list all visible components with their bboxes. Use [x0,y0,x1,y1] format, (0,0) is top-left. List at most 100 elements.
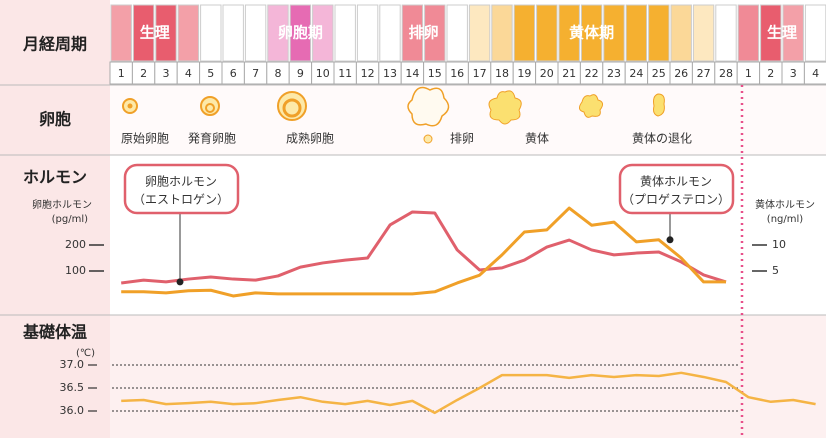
phase-label: 排卵 [409,24,439,42]
phase-label: 生理 [767,24,797,42]
callout-dot [176,278,184,286]
phase-cell [715,4,737,62]
phase-cell [536,4,558,62]
day-label: 14 [405,67,419,80]
legend-label: 黄体ホルモン [640,175,712,189]
day-label: 2 [767,67,774,80]
day-label: 17 [473,67,487,80]
temp-row [110,315,826,438]
day-label: 20 [540,67,554,80]
phase-cell [334,4,356,62]
day-label: 1 [745,67,752,80]
legend-label: 卵胞ホルモン [145,175,217,189]
callout-box [618,163,735,215]
phase-cell [289,4,312,62]
phase-label: 生理 [140,24,170,42]
axis-unit: (pg/ml) [52,214,88,225]
phase-cell [558,4,580,62]
y2-tick-label: 10 [772,238,786,251]
follicle-icons [122,86,665,144]
day-label: 18 [495,67,509,80]
day-label: 10 [316,67,330,80]
phase-cell [132,4,155,62]
day-label: 22 [585,67,599,80]
hormone-line [121,210,727,285]
day-label: 5 [207,67,214,80]
y-tick-label: 37.0 [60,358,85,371]
day-label: 15 [428,67,442,80]
stage-label: 黄体 [525,132,549,146]
day-label: 25 [652,67,666,80]
callout-dot [666,236,674,244]
day-label: 2 [140,67,147,80]
day-label: 26 [674,67,688,80]
phase-cell [244,4,267,62]
y-tick-label: 100 [65,264,86,277]
stage-label: 排卵 [450,132,474,146]
day-label: 7 [252,67,259,80]
day-label: 19 [517,67,531,80]
phase-cell [379,4,401,62]
day-cell [803,61,826,85]
y-tick-label: 36.5 [60,381,85,394]
hormone-line [121,206,726,298]
phase-cell [760,4,782,62]
legend-label: （プロゲステロン） [622,193,730,207]
day-label: 8 [275,67,282,80]
phase-cell [155,4,177,62]
phase-cell [267,4,289,62]
day-label: 23 [607,67,621,80]
phase-label: 黄体期 [569,24,614,42]
phase-cell [468,4,491,62]
day-label: 27 [697,67,711,80]
phase-cell [670,4,692,62]
phase-cell [424,4,446,62]
follicle-row [110,85,826,155]
day-label: 28 [719,67,733,80]
callout-box [123,163,240,215]
phase-cell [625,4,648,62]
axis-label: 黄体ホルモン [755,198,815,211]
phase-cell [804,4,826,62]
row-label: 月経周期 [22,35,87,54]
phase-cell [200,4,222,62]
y-tick-label: 200 [65,238,86,251]
day-label: 1 [118,67,125,80]
phase-cell [356,4,379,62]
day-label: 21 [562,67,576,80]
phase-cell [580,4,603,62]
day-label: 4 [812,67,819,80]
day-label: 24 [629,67,643,80]
row-separators [0,84,826,316]
day-label: 13 [383,67,397,80]
day-label: 3 [790,67,797,80]
stage-label: 発育卵胞 [188,131,236,146]
phase-cell [737,4,760,62]
stage-label: 黄体の退化 [632,132,692,146]
phase-cell [222,4,244,62]
day-label: 4 [185,67,192,80]
axis-unit: (ng/ml) [767,214,803,225]
day-label: 12 [361,67,375,80]
day-label: 16 [450,67,464,80]
axis-unit: (℃) [76,348,95,359]
axis-label: 卵胞ホルモン [32,199,92,211]
day-label: 11 [338,67,352,80]
phase-cell [312,4,334,62]
phase-cell [491,4,513,62]
phase-cell [110,4,132,62]
phase-label: 卵胞期 [278,24,323,42]
day-label: 9 [297,67,304,80]
phase-cell [692,4,715,62]
legend-label: （エストロゲン） [133,193,229,207]
day-label: 3 [163,67,170,80]
temp-line [121,371,816,415]
phase-cell [513,4,536,62]
day-label: 6 [230,67,237,80]
stage-label: 成熟卵胞 [286,131,334,146]
row-label: ホルモン [23,168,87,187]
row-label: 卵胞 [39,110,71,129]
phase-cell [648,4,670,62]
y-tick-label: 36.0 [60,404,85,417]
